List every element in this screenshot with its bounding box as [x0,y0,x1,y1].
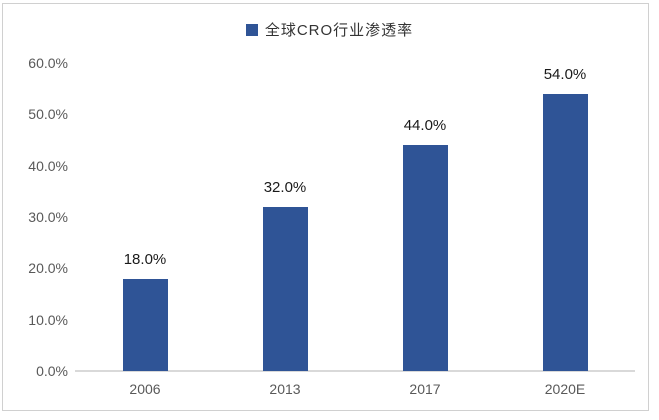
bar-2020E [542,93,588,371]
y-axis-tick-label: 30.0% [28,209,68,225]
legend-marker-icon [245,23,258,36]
bar-value-label: 44.0% [403,117,447,135]
y-axis-tick-label: 40.0% [28,157,68,174]
legend-label: 全球CRO行业渗透率 [264,22,414,39]
x-axis-line [75,370,635,372]
bar-2013 [262,206,308,371]
x-axis-category-label: 2020E [544,381,586,397]
y-axis-tick-label: 20.0% [28,260,68,277]
y-axis-tick-label: 0.0% [36,363,68,379]
legend: 全球CRO行业渗透率 [0,19,659,40]
y-axis-tick-label: 50.0% [28,106,68,123]
x-axis-category-label: 2017 [409,381,441,397]
bar-value-label: 18.0% [123,250,167,268]
bar-2017 [402,145,448,371]
bar-value-label: 54.0% [543,65,587,83]
y-axis-tick-label: 60.0% [28,55,68,71]
x-axis-category-label: 2006 [129,381,161,397]
x-axis-category-label: 2013 [269,381,301,397]
bar-value-label: 32.0% [263,178,307,196]
bar-2006 [122,278,168,371]
y-axis-tick-label: 10.0% [28,311,68,328]
